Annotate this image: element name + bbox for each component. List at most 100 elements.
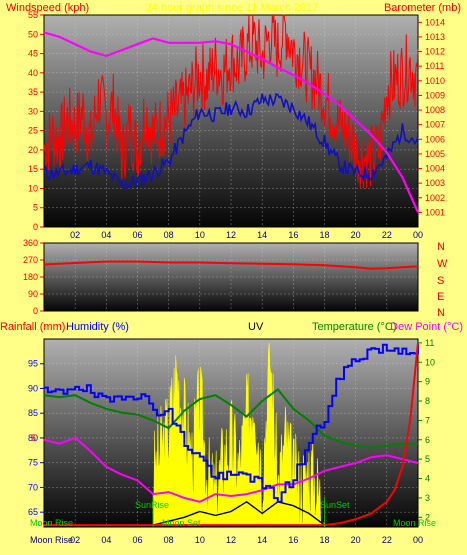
compass-s: S (437, 275, 444, 287)
x-tick-label: 02 (70, 230, 80, 240)
x-tick-label: 04 (101, 535, 111, 545)
sunrise-label: SunRise (135, 500, 169, 510)
x-tick-label: 02 (70, 535, 80, 545)
x-tick-label: 08 (164, 230, 174, 240)
y-tick-label: 80 (28, 433, 38, 443)
wind-gust-line (43, 14, 419, 189)
y-tick-label: 180 (23, 272, 38, 282)
y-tick-label: 70 (28, 482, 38, 492)
y2-tick-label: 1013 (425, 32, 445, 42)
y2-tick-label: 3 (425, 493, 430, 503)
y-tick-label: 270 (23, 255, 38, 265)
x-tick-label: 12 (226, 230, 236, 240)
y2-tick-label: 10 (425, 357, 435, 367)
windspeed-axis-label: Windspeed (kph) (6, 2, 89, 14)
humidity-line (44, 343, 419, 503)
temperature-axis-label: Temperature (°C) (312, 321, 396, 333)
y2-tick-label: 1004 (425, 164, 445, 174)
plot-border (43, 242, 419, 312)
moon-rise-right-label: Moon Rise (393, 518, 436, 528)
solar-line (152, 500, 325, 526)
y-tick-label: 35 (28, 87, 38, 97)
moon-rise-left-label: Moon Rise (30, 518, 73, 528)
x-tick-label: 20 (351, 230, 361, 240)
y2-tick-label: 9 (425, 377, 430, 387)
chart-title: 24 hour graph since 11 March 2017 (146, 2, 319, 14)
x-tick-label: 22 (382, 535, 392, 545)
y-tick-label: 20 (28, 145, 38, 155)
wind-barometer-chart: 0510152025303540455055100110021003100410… (28, 10, 445, 240)
sunset-label: SunSet (320, 500, 350, 510)
x-tick-label: 22 (382, 230, 392, 240)
y-tick-label: 40 (28, 68, 38, 78)
y-tick-label: 90 (28, 289, 38, 299)
y2-tick-label: 2 (425, 512, 430, 522)
y2-tick-label: 7 (425, 415, 430, 425)
y2-tick-label: 1002 (425, 193, 445, 203)
plot-border (43, 14, 419, 228)
wind-average-line (43, 92, 419, 190)
y-tick-label: 360 (23, 238, 38, 248)
y2-tick-label: 1006 (425, 134, 445, 144)
x-tick-label: 04 (101, 230, 111, 240)
compass-labels: N W S E N (437, 241, 448, 319)
x-tick-label: 00 (413, 230, 423, 240)
x-tick-label: 14 (257, 535, 267, 545)
y-tick-label: 65 (28, 507, 38, 517)
y2-tick-label: 1010 (425, 76, 445, 86)
y2-tick-label: 1008 (425, 105, 445, 115)
y2-tick-label: 6 (425, 435, 430, 445)
rainfall-line (44, 342, 419, 527)
x-tick-label: 20 (351, 535, 361, 545)
y-tick-label: 0 (33, 306, 38, 316)
x-tick-label: 08 (164, 535, 174, 545)
x-tick-label: 16 (288, 535, 298, 545)
y-tick-label: 5 (33, 203, 38, 213)
x-tick-label: 16 (288, 230, 298, 240)
barometer-line (43, 31, 420, 213)
moon-set-label: Moon Set (162, 518, 201, 528)
y2-tick-label: 1011 (425, 61, 444, 71)
y2-tick-label: 11 (425, 338, 434, 348)
x-tick-label: 14 (257, 230, 267, 240)
uv-axis-label: UV (248, 321, 264, 333)
compass-w: W (437, 258, 448, 270)
compass-e: E (437, 291, 444, 303)
y-tick-label: 75 (28, 458, 38, 468)
y-tick-label: 30 (28, 106, 38, 116)
x-tick-label: 12 (226, 535, 236, 545)
y2-tick-label: 4 (425, 474, 430, 484)
x-tick-label: 18 (319, 535, 329, 545)
barometer-axis-label: Barometer (mb) (384, 2, 461, 14)
x-tick-label: 00 (413, 535, 423, 545)
dew-point-axis-label: Dew Point (°C) (390, 321, 463, 333)
x-tick-label: 06 (132, 230, 142, 240)
humidity-axis-label: Humidity (%) (66, 321, 129, 333)
y-tick-label: 25 (28, 126, 38, 136)
wind-direction-chart: 0 90 180 270 360 (23, 238, 419, 316)
x-tick-label: 10 (195, 230, 205, 240)
y-tick-label: 95 (28, 359, 38, 369)
moon-rise-axis-label: Moon Rise (30, 535, 73, 545)
y-tick-label: 15 (28, 164, 38, 174)
dew-point-line (43, 436, 419, 503)
y2-tick-label: 1012 (425, 47, 445, 57)
wind-direction-line (43, 260, 419, 270)
y2-tick-label: 8 (425, 396, 430, 406)
y2-tick-label: 1014 (425, 17, 445, 27)
y2-tick-label: 1007 (425, 120, 445, 130)
y-tick-label: 10 (28, 183, 38, 193)
y2-tick-label: 1001 (425, 207, 445, 217)
y2-tick-label: 1009 (425, 90, 445, 100)
y2-tick-label: 5 (425, 454, 430, 464)
y-tick-label: 90 (28, 383, 38, 393)
y-tick-label: 0 (33, 222, 38, 232)
y-tick-label: 55 (28, 10, 38, 20)
x-tick-label: 18 (319, 230, 329, 240)
y-tick-label: 45 (28, 49, 38, 59)
plot-border (43, 338, 419, 528)
rainfall-tick-label: 5 (31, 433, 36, 443)
y2-tick-label: 1005 (425, 149, 445, 159)
temp-humidity-chart: 65 70 75 80 85 90 95 2 3 4 5 6 7 8 9 10 11 5 02 04 06 08 10 12 1… (28, 338, 435, 545)
